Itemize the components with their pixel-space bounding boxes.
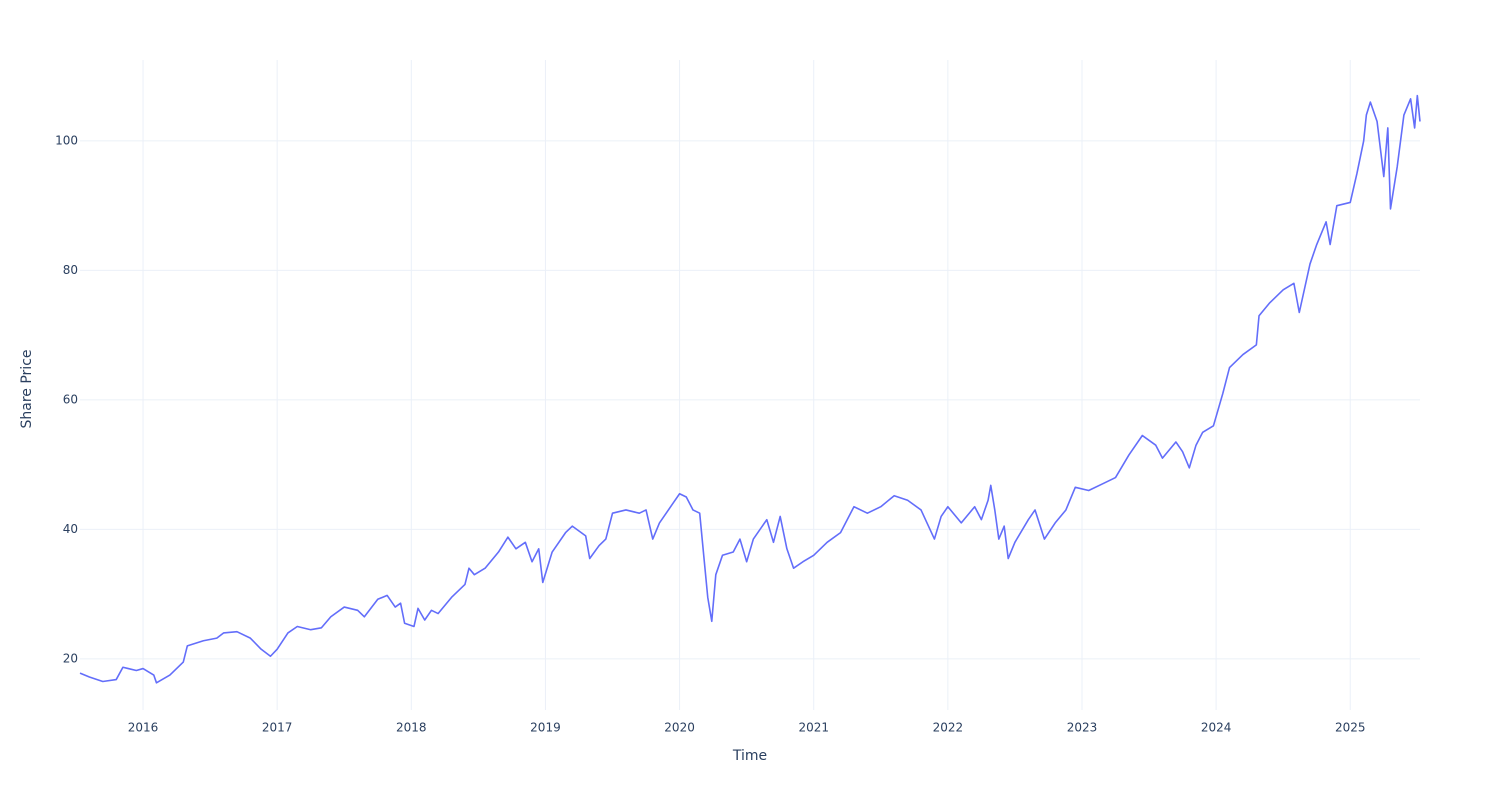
y-tick-label: 60 (63, 392, 78, 406)
x-tick-label: 2016 (128, 721, 159, 735)
x-tick-label: 2018 (396, 721, 427, 735)
x-tick-label: 2022 (933, 721, 964, 735)
x-tick-label: 2020 (664, 721, 695, 735)
y-tick-label: 80 (63, 263, 78, 277)
y-tick-label: 40 (63, 522, 78, 536)
x-tick-label: 2021 (798, 721, 829, 735)
y-tick-label: 20 (63, 651, 78, 665)
x-tick-label: 2024 (1201, 721, 1232, 735)
x-tick-label: 2025 (1335, 721, 1366, 735)
y-axis-title: Share Price (19, 349, 35, 428)
price-line (79, 94, 1421, 684)
y-tick-label: 100 (55, 133, 78, 147)
x-tick-label: 2023 (1067, 721, 1098, 735)
x-tick-label: 2017 (262, 721, 293, 735)
x-axis-title: Time (732, 748, 767, 764)
x-tick-label: 2019 (530, 721, 561, 735)
